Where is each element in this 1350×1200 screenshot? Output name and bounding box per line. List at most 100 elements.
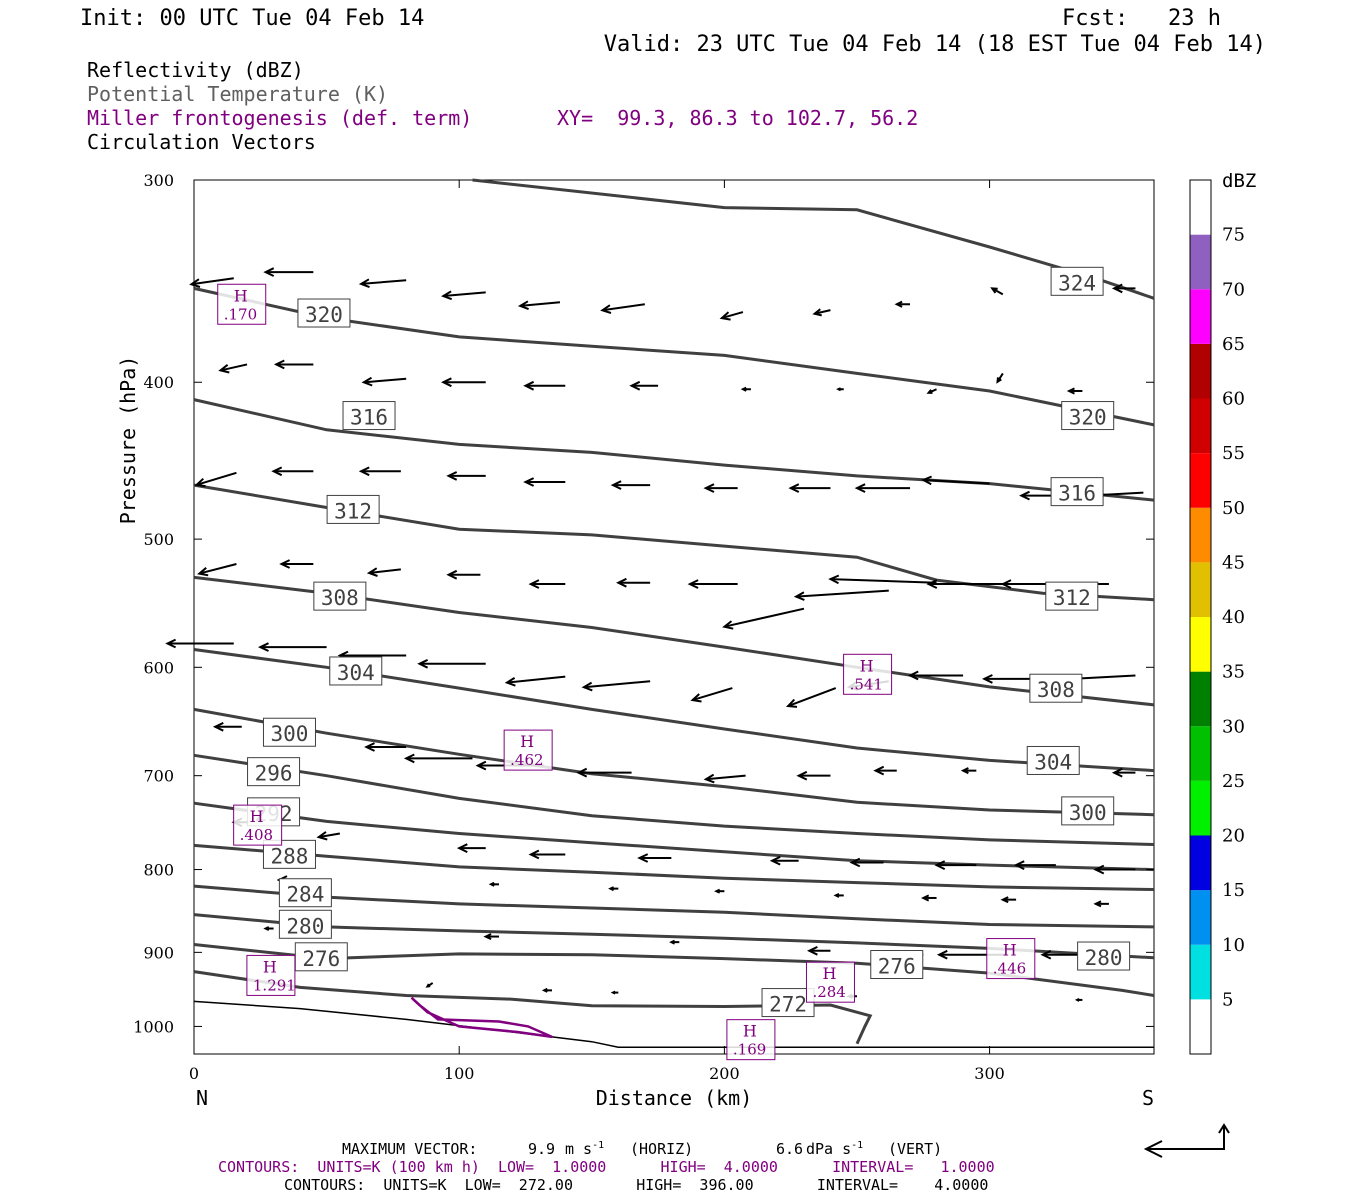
- vector-head: [714, 888, 721, 894]
- forecast-hour-label: Fcst: 23 h: [1062, 6, 1221, 31]
- colorbar-segment: [1190, 343, 1211, 399]
- circulation-vector: [926, 388, 937, 394]
- vector-shaft: [368, 568, 401, 574]
- frontogenesis-max-box: [217, 283, 267, 325]
- circulation-vector: [1000, 896, 1017, 904]
- y-tick-label: 800: [143, 861, 174, 880]
- vector-shaft: [443, 291, 486, 297]
- vector-head: [990, 287, 998, 294]
- theta-contours: [193, 178, 1155, 1045]
- vector-head: [873, 765, 885, 776]
- frontogenesis-max-marker: H: [263, 957, 277, 976]
- vector-shaft: [220, 363, 248, 372]
- circulation-vector: [796, 770, 831, 781]
- vector-head: [364, 742, 375, 752]
- circulation-vector: [316, 831, 341, 841]
- vector-head: [194, 477, 206, 488]
- vector-head: [796, 770, 808, 781]
- vector-head: [456, 843, 468, 853]
- circulation-vector: [687, 579, 738, 589]
- theta-contour-label: 272: [769, 993, 807, 1017]
- vector-head: [1066, 387, 1075, 395]
- circulation-vector: [279, 559, 314, 569]
- colorbar-tick-label: 20: [1222, 826, 1245, 847]
- contour-labels: 324 320 320 316 316 312 312 308 308 304 304 300 300 2…: [247, 266, 1131, 1018]
- x-tick-label: 300: [974, 1064, 1005, 1083]
- theta-label-box: [278, 909, 332, 939]
- colorbar-tick-label: 70: [1222, 279, 1245, 300]
- vector-shaft: [318, 832, 341, 839]
- y-tick-label: 600: [143, 658, 174, 677]
- vector-shaft: [602, 303, 645, 312]
- vector-head: [788, 483, 800, 493]
- vector-head: [719, 311, 731, 321]
- circulation-vector: [854, 483, 911, 493]
- theta-contour-288: [193, 843, 1155, 891]
- field-label-vectors: Circulation Vectors: [87, 130, 316, 154]
- circulation-vector: [446, 471, 486, 481]
- vector-head: [446, 569, 458, 580]
- frontogenesis-max-box: [726, 1019, 776, 1061]
- vector-head: [854, 483, 866, 493]
- x-tick-label: 0: [189, 1064, 199, 1083]
- colorbar-tick-label: 60: [1222, 389, 1245, 410]
- theta-contour-label: 308: [321, 586, 359, 610]
- frontogenesis-max-marker: H: [520, 732, 534, 751]
- colorbar-segment: [1190, 507, 1211, 563]
- colorbar-segment: [1190, 398, 1211, 454]
- frontogenesis-max-value: .408: [240, 826, 273, 844]
- colorbar-frame: [1189, 179, 1212, 1055]
- frontogenesis-max-value: .541: [850, 675, 883, 693]
- circulation-vector: [703, 483, 738, 493]
- circulation-vector: [523, 477, 566, 487]
- theta-label-box: [342, 401, 396, 431]
- circulation-vector: [441, 290, 486, 301]
- vector-head: [403, 753, 415, 764]
- theta-contour-280: [193, 913, 1155, 960]
- theta-label-box: [297, 298, 351, 328]
- vector-head: [523, 477, 535, 487]
- colorbar-segment: [1190, 671, 1211, 727]
- circulation-vector: [703, 773, 746, 784]
- circulation-vector: [366, 567, 401, 577]
- max-vector-horiz-unit: m s-1: [565, 1140, 604, 1158]
- vector-head: [528, 579, 540, 589]
- frontogenesis-max-value: .462: [510, 751, 543, 769]
- theta-label-box: [1061, 401, 1115, 431]
- colorbar-segment: [1190, 890, 1211, 945]
- vector-head: [441, 377, 452, 388]
- vector-shaft: [923, 478, 990, 485]
- vector-shaft: [506, 675, 566, 684]
- frontogenesis-contours: [410, 996, 553, 1039]
- vector-head: [996, 377, 1002, 384]
- colorbar-segment: [1190, 835, 1211, 891]
- theta-label-box: [329, 656, 383, 686]
- reference-vector-icon: [1143, 1123, 1230, 1158]
- circulation-vector: [714, 888, 725, 894]
- vector-head: [722, 620, 734, 630]
- vector-head: [197, 567, 209, 577]
- circulation-vector: [806, 945, 831, 956]
- vector-head: [257, 642, 269, 652]
- vector-head: [740, 386, 747, 392]
- circulation-vector: [1111, 767, 1136, 778]
- frontogenesis-max-marker: H: [822, 964, 836, 983]
- colorbar-tick-label: 35: [1222, 662, 1245, 683]
- circulation-vector: [194, 471, 237, 488]
- theta-contour-300: [193, 707, 1155, 817]
- vector-head: [1040, 949, 1052, 960]
- colorbar-segment: [1190, 780, 1211, 836]
- colorbar-tick-label: 30: [1222, 716, 1245, 737]
- vector-shaft: [787, 687, 837, 708]
- colorbar-segment: [1190, 617, 1211, 672]
- vector-head: [907, 670, 919, 681]
- vector-head: [316, 831, 328, 841]
- vector-head: [703, 773, 715, 784]
- valid-time-label: Valid: 23 UTC Tue 04 Feb 14 (18 EST Tue …: [604, 32, 1266, 57]
- x-axis-right-end-label: S: [1142, 1086, 1154, 1110]
- circulation-vector: [719, 311, 744, 321]
- y-tick-label: 1000: [133, 1017, 174, 1036]
- vector-head: [581, 681, 593, 692]
- colorbar-segment: [1190, 234, 1211, 290]
